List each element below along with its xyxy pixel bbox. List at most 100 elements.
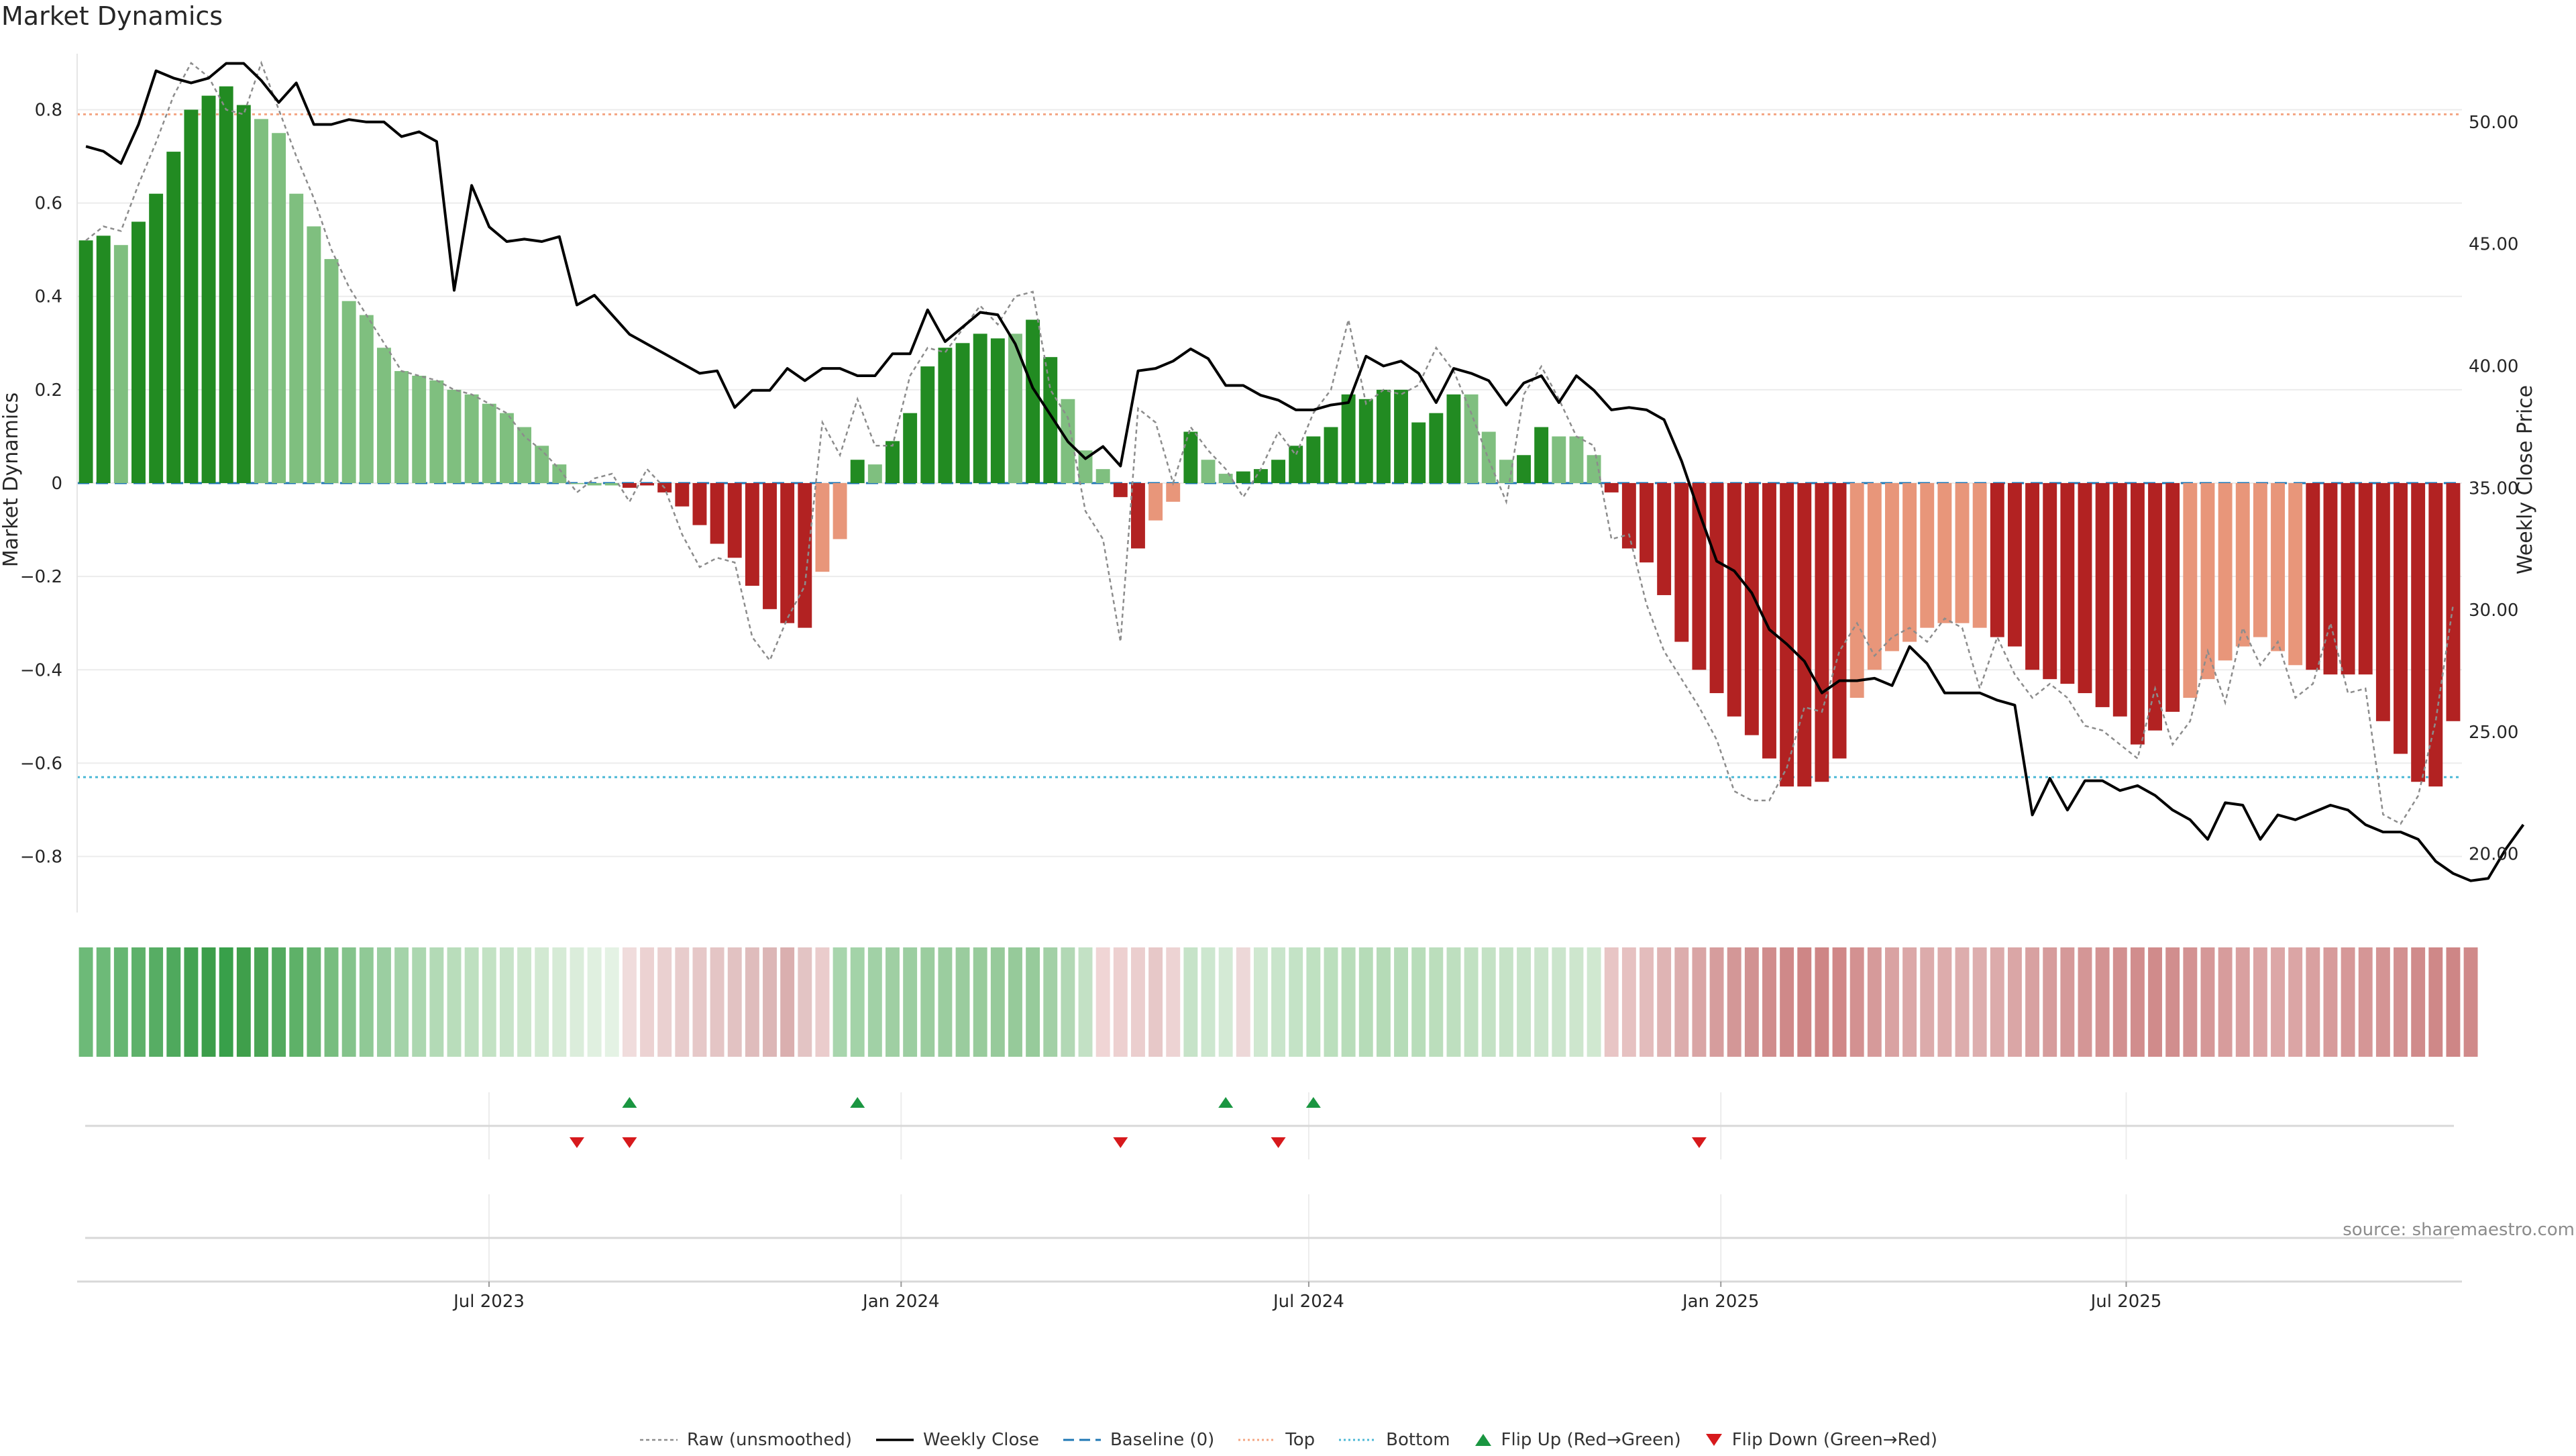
flip-down-marker [1113,1137,1128,1148]
regime-cell [1780,947,1794,1057]
regime-cell [1236,947,1250,1057]
regime-cell [1604,947,1619,1057]
bar [2148,483,2163,731]
legend-item-flip-up: Flip Up (Red→Green) [1473,1430,1681,1450]
regime-cell [2043,947,2057,1057]
y2-tick-label: 20.00 [2469,845,2518,865]
bar [2183,483,2198,698]
regime-cell [1341,947,1356,1057]
bar [341,301,356,483]
regime-cell [1867,947,1882,1057]
regime-cell [587,947,602,1057]
regime-cell [359,947,374,1057]
y2-tick-label: 40.00 [2469,356,2518,376]
bar [1902,483,1917,642]
bar [903,413,918,483]
regime-cell [903,947,918,1057]
regime-cell [1621,947,1636,1057]
flip-up-marker [622,1097,637,1108]
bar [1797,483,1812,787]
regime-cell [394,947,409,1057]
bar [2060,483,2075,684]
empty-panel [85,1194,2454,1282]
x-tick-label: Jan 2025 [1681,1292,1760,1312]
bar [1113,483,1128,497]
chart-title: Market Dynamics [1,1,223,31]
bar [131,221,146,483]
regime-cell [938,947,953,1057]
regime-cell [499,947,514,1057]
bar [1762,483,1776,759]
bar [535,446,549,483]
bar [1657,483,1672,595]
bar [955,343,970,483]
legend-item-top: Top [1237,1430,1315,1450]
flip-down-marker [622,1137,637,1148]
market-dynamics-bars [78,86,2461,787]
bar [2165,483,2180,712]
bar [236,105,251,484]
bar [815,483,830,572]
flip-down-marker [569,1137,584,1148]
regime-cell [1744,947,1759,1057]
regime-cell [2235,947,2250,1057]
flip-up-marker [1218,1097,1234,1108]
regime-cell [727,947,742,1057]
regime-cell [307,947,321,1057]
bar [2358,483,2373,675]
bar [1253,469,1268,483]
regime-cell [604,947,619,1057]
regime-cell [78,947,93,1057]
bar [254,119,268,484]
bar [412,376,427,483]
legend-swatch-top [1238,1439,1277,1441]
bar [1867,483,1882,670]
regime-cell [1043,947,1058,1057]
bar [1358,399,1373,483]
regime-cell [113,947,128,1057]
legend-item-raw: Raw (unsmoothed) [639,1430,852,1450]
bar [2446,483,2461,721]
line-series [85,60,2525,882]
source-credit: source: sharemaestro.com [2343,1220,2575,1240]
regime-cell [2288,947,2303,1057]
regime-cell [464,947,479,1057]
regime-cell [1183,947,1198,1057]
regime-cell [149,947,164,1057]
regime-cell [184,947,199,1057]
bar [1552,436,1566,483]
regime-cell [2446,947,2461,1057]
legend-label-flip-down: Flip Down (Green→Red) [1731,1430,1938,1450]
legend-swatch-bottom [1339,1439,1377,1441]
bar [1832,483,1847,759]
regime-cell [2078,947,2092,1057]
y2-tick-label: 50.00 [2469,113,2518,133]
bar [2095,483,2110,707]
bar [2025,483,2040,670]
bar [1499,460,1513,483]
flip-down-marker [1691,1137,1707,1148]
regime-cell [692,947,707,1057]
legend-item-flip-down: Flip Down (Green→Red) [1704,1430,1937,1450]
y-tick-label: 0.4 [35,287,62,307]
regime-cell [376,947,391,1057]
bar [1008,333,1022,483]
regime-cell [2271,947,2285,1057]
y-tick-label: 0.8 [35,100,62,120]
regime-cell [2095,947,2110,1057]
regime-cell [1026,947,1040,1057]
regime-cell [2218,947,2233,1057]
regime-cell [2358,947,2373,1057]
y2-tick-label: 25.00 [2469,723,2518,743]
regime-cell [552,947,567,1057]
x-tick-label: Jan 2024 [861,1292,940,1312]
legend-label-raw: Raw (unsmoothed) [686,1430,853,1450]
bar [1937,483,1952,623]
bar [727,483,742,558]
bar [184,109,199,483]
legend-swatch-baseline [1063,1439,1101,1441]
y-tick-label: −0.8 [20,847,62,868]
y-tick-label: −0.4 [20,660,62,680]
bar [1376,389,1391,483]
